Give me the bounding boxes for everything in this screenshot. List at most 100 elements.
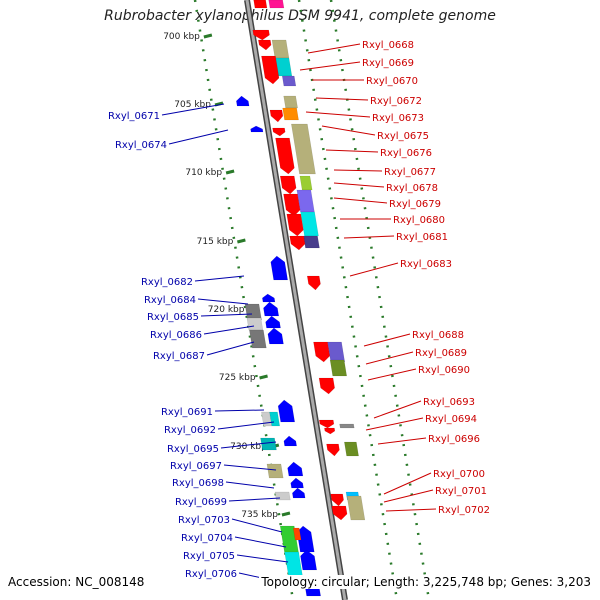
gene-label-rxyl_0684[interactable]: Rxyl_0684 [144,295,196,306]
ruler-label: 710 kbp [185,168,222,178]
leader-line [161,103,225,116]
gene-label-rxyl_0669[interactable]: Rxyl_0669 [362,58,414,69]
gene-box [299,175,313,191]
gene-label-rxyl_0702[interactable]: Rxyl_0702 [438,505,490,516]
gene-label-rxyl_0699[interactable]: Rxyl_0699 [175,497,227,508]
reverse-gene-arrow [270,255,288,281]
forward-gene-arrow [272,127,286,137]
forward-gene-arrow [331,505,348,521]
forward-gene-arrow [313,341,331,363]
forward-gene-arrow [324,427,336,435]
gene-box [329,359,348,377]
gene-label-rxyl_0672[interactable]: Rxyl_0672 [370,96,422,107]
accession-text: Accession: NC_008148 [8,575,145,589]
gene-box [268,0,285,9]
ruler-label: 705 kbp [174,100,211,110]
gene-box [344,441,359,457]
gene-box [282,107,299,121]
gene-label-rxyl_0688[interactable]: Rxyl_0688 [412,330,464,341]
leader-line [365,417,424,431]
ruler-label: 730 kbp [230,442,267,452]
leader-line [236,554,289,563]
gene-box [327,341,346,363]
forward-gene-arrow [252,29,270,41]
gene-label-rxyl_0680[interactable]: Rxyl_0680 [393,215,445,226]
leader-line [383,489,434,503]
gene-label-rxyl_0706[interactable]: Rxyl_0706 [185,569,237,580]
gene-label-rxyl_0697[interactable]: Rxyl_0697 [170,461,222,472]
gene-label-rxyl_0700[interactable]: Rxyl_0700 [433,469,485,480]
gene-label-rxyl_0692[interactable]: Rxyl_0692 [164,425,216,436]
label-leader-lines [161,43,437,585]
leader-line [373,400,422,419]
gene-label-rxyl_0691[interactable]: Rxyl_0691 [161,407,213,418]
leader-line [307,43,361,54]
reverse-gene-arrow [265,315,281,329]
gene-label-rxyl_0678[interactable]: Rxyl_0678 [386,183,438,194]
gene-label-rxyl_0685[interactable]: Rxyl_0685 [147,312,199,323]
reverse-gene-arrow [277,399,296,423]
gene-label-rxyl_0686[interactable]: Rxyl_0686 [150,330,202,341]
reverse-gene-arrow [292,487,306,499]
leader-line [377,437,427,445]
leader-line [365,351,414,365]
gene-label-rxyl_0673[interactable]: Rxyl_0673 [372,113,424,124]
leader-line [206,341,255,356]
gene-label-rxyl_0701[interactable]: Rxyl_0701 [435,486,487,497]
gene-box [274,491,291,501]
gene-label-rxyl_0670[interactable]: Rxyl_0670 [366,76,418,87]
gene-box [253,0,268,9]
gene-label-rxyl_0703[interactable]: Rxyl_0703 [178,515,230,526]
gene-label-rxyl_0698[interactable]: Rxyl_0698 [172,478,224,489]
gene-box [266,463,284,479]
gene-label-rxyl_0704[interactable]: Rxyl_0704 [181,533,233,544]
forward-gene-arrow [318,419,335,429]
leader-line [333,169,383,172]
gene-label-rxyl_0681[interactable]: Rxyl_0681 [396,232,448,243]
leader-line [200,313,253,317]
gene-label-rxyl_0682[interactable]: Rxyl_0682 [141,277,193,288]
gene-label-rxyl_0687[interactable]: Rxyl_0687 [153,351,205,362]
leader-line [168,129,229,145]
leader-line [299,61,361,71]
forward-gene-arrow [330,493,344,507]
gene-label-rxyl_0679[interactable]: Rxyl_0679 [389,199,441,210]
gene-box [246,317,264,331]
leader-line [349,262,399,277]
gene-label-rxyl_0677[interactable]: Rxyl_0677 [384,167,436,178]
leader-line [305,111,371,118]
dotted-track-3 [329,0,431,600]
gene-label-rxyl_0683[interactable]: Rxyl_0683 [400,259,452,270]
ruler-label: 700 kbp [163,32,200,42]
gene-label-rxyl_0689[interactable]: Rxyl_0689 [415,348,467,359]
gene-label-rxyl_0671[interactable]: Rxyl_0671 [108,111,160,122]
forward-gene-arrow [261,55,280,85]
reverse-gene-arrow [300,549,318,571]
gene-box [260,437,277,451]
gene-label-rxyl_0696[interactable]: Rxyl_0696 [428,434,480,445]
gene-label-rxyl_0668[interactable]: Rxyl_0668 [362,40,414,51]
leader-line [234,536,287,548]
gene-label-rxyl_0695[interactable]: Rxyl_0695 [167,444,219,455]
gene-label-rxyl_0705[interactable]: Rxyl_0705 [183,551,235,562]
gene-label-rxyl_0694[interactable]: Rxyl_0694 [425,414,477,425]
ruler-tick [236,238,246,244]
gene-label-rxyl_0690[interactable]: Rxyl_0690 [418,365,470,376]
forward-gene-arrow [279,175,297,195]
reverse-gene-arrow [283,435,297,447]
leader-line [194,275,245,282]
forward-gene-arrow [275,137,295,175]
reverse-gene-arrow [250,125,264,133]
forward-gene-arrow [286,213,304,237]
gene-label-rxyl_0693[interactable]: Rxyl_0693 [423,397,475,408]
leader-line [325,149,379,153]
gene-label-rxyl_0675[interactable]: Rxyl_0675 [377,131,429,142]
gene-box [292,527,302,541]
gene-label-rxyl_0674[interactable]: Rxyl_0674 [115,140,167,151]
gene-label-rxyl_0676[interactable]: Rxyl_0676 [380,148,432,159]
ruler-label: 725 kbp [219,373,256,383]
ruler-tick [203,33,213,39]
leader-line [217,421,275,430]
leader-line [214,409,265,412]
